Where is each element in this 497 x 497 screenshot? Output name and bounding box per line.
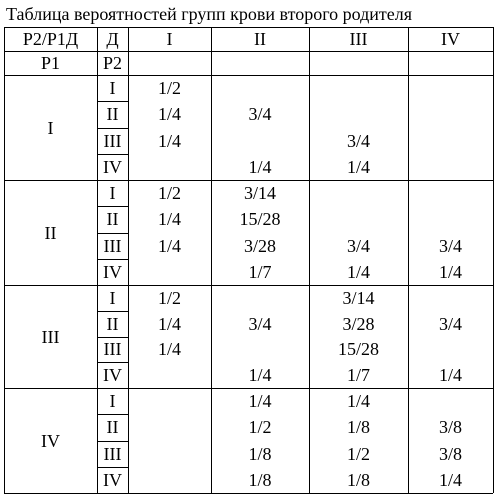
table-cell: 1/4 bbox=[248, 365, 272, 386]
header-col-3: III bbox=[349, 29, 368, 49]
table-cell: 3/28 bbox=[342, 313, 375, 334]
row-label: IV bbox=[103, 365, 122, 386]
table-cell: 3/14 bbox=[243, 183, 277, 204]
table-cell: 1/4 bbox=[346, 391, 371, 412]
header-col-4: IV bbox=[441, 29, 460, 49]
table-cell: 3/4 bbox=[248, 313, 272, 334]
table-cell: 3/4 bbox=[438, 313, 463, 334]
table-cell: 1/2 bbox=[157, 183, 182, 204]
table-cell: 1/4 bbox=[438, 469, 463, 490]
table-cell: 1/4 bbox=[157, 209, 182, 230]
table-cell: 1/4 bbox=[438, 365, 463, 386]
table-cell: 3/8 bbox=[438, 443, 463, 464]
header-corner: P2/P1Д bbox=[22, 29, 79, 49]
table-cell: 1/4 bbox=[346, 156, 371, 177]
table-cell: 1/4 bbox=[346, 261, 371, 282]
table-cell: 3/4 bbox=[346, 235, 371, 256]
group-label: III bbox=[41, 326, 60, 347]
table-cell: 1/4 bbox=[157, 339, 182, 360]
row-label: III bbox=[103, 130, 122, 151]
table-cell: 1/8 bbox=[248, 469, 272, 490]
subheader-p1: P1 bbox=[40, 53, 61, 73]
table-cell: 1/7 bbox=[248, 261, 272, 282]
row-label: III bbox=[103, 339, 122, 360]
group-label: IV bbox=[41, 430, 60, 451]
subheader-p2: P2 bbox=[102, 53, 123, 73]
table-cell: 1/4 bbox=[157, 104, 182, 125]
row-label: III bbox=[103, 235, 122, 256]
row-label: IV bbox=[103, 156, 122, 177]
row-label: I bbox=[109, 391, 116, 412]
row-label: III bbox=[103, 443, 122, 464]
header-col-2: II bbox=[254, 29, 266, 49]
table-cell: 1/4 bbox=[157, 235, 182, 256]
table-cell: 15/28 bbox=[337, 339, 380, 360]
table-cell: 1/8 bbox=[248, 443, 272, 464]
row-label: II bbox=[106, 417, 119, 438]
table-cell: 1/4 bbox=[248, 156, 272, 177]
table-cell: 1/4 bbox=[248, 391, 272, 412]
table-cell: 3/8 bbox=[438, 417, 463, 438]
table-cell: 1/2 bbox=[248, 417, 272, 438]
row-label: II bbox=[106, 104, 119, 125]
table-cell: 1/4 bbox=[157, 313, 182, 334]
table-cell: 1/7 bbox=[346, 365, 371, 386]
row-label: I bbox=[109, 183, 116, 204]
table-cell: 3/4 bbox=[248, 104, 272, 125]
header-col-1: I bbox=[166, 29, 173, 49]
table-cell: 1/2 bbox=[346, 443, 371, 464]
row-label: II bbox=[106, 313, 119, 334]
table-cell: 1/2 bbox=[157, 287, 182, 308]
group-label: I bbox=[47, 117, 54, 138]
row-label: I bbox=[109, 78, 116, 99]
row-label: II bbox=[106, 209, 119, 230]
table-cell: 1/4 bbox=[438, 261, 463, 282]
table-cell: 1/4 bbox=[157, 130, 182, 151]
table-cell: 3/28 bbox=[243, 235, 277, 256]
row-label: I bbox=[109, 287, 116, 308]
row-label: IV bbox=[103, 469, 122, 490]
table-cell: 1/2 bbox=[157, 78, 182, 99]
table-cell: 1/8 bbox=[346, 417, 371, 438]
group-label: II bbox=[44, 222, 57, 243]
row-label: IV bbox=[103, 261, 122, 282]
table-cell: 3/4 bbox=[438, 235, 463, 256]
page-title: Таблица вероятностей групп крови второго… bbox=[6, 4, 413, 24]
table-cell: 3/14 bbox=[342, 287, 375, 308]
table-cell: 1/8 bbox=[346, 469, 371, 490]
table-cell: 15/28 bbox=[239, 209, 281, 230]
header-d: Д bbox=[106, 29, 119, 49]
table-cell: 3/4 bbox=[346, 130, 371, 151]
